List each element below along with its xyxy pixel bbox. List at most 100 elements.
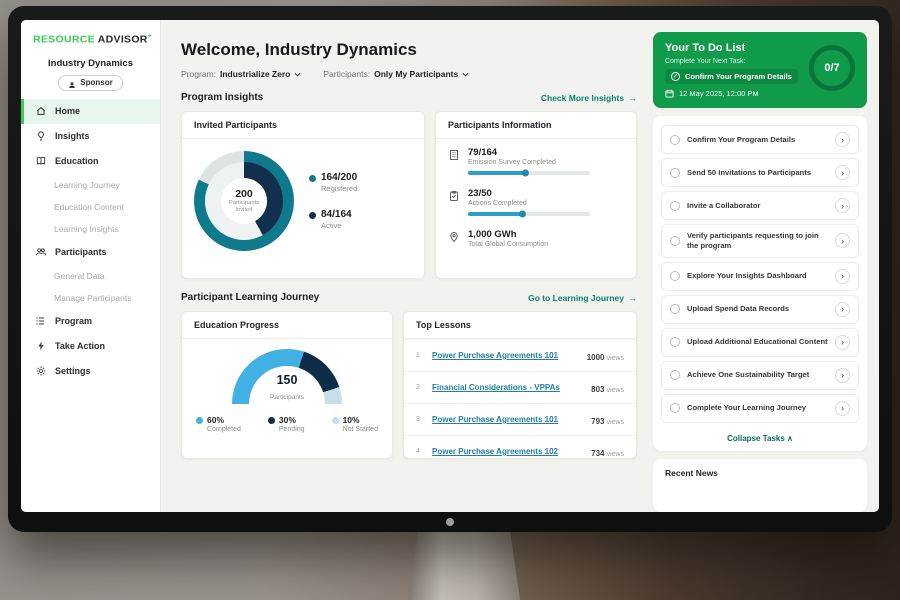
sidebar-item-general-data[interactable]: General Data: [21, 265, 160, 287]
task-checkbox[interactable]: [670, 200, 680, 211]
chevron-right-button[interactable]: ›: [835, 301, 850, 317]
task-checkbox[interactable]: [670, 304, 680, 315]
check-more-insights-link[interactable]: Check More Insights →: [541, 93, 637, 103]
sidebar-item-label: Take Action: [55, 341, 106, 351]
monitor-bezel: RESOURCE ADVISOR+ Industry Dynamics Spon…: [8, 6, 892, 532]
task-row-complete-learning-journey[interactable]: Complete Your Learning Journey ›: [661, 393, 859, 423]
task-checkbox[interactable]: [670, 403, 680, 414]
lesson-views-suffix: views: [606, 354, 624, 362]
sidebar-item-take-action[interactable]: Take Action: [21, 334, 160, 359]
bolt-icon: [35, 340, 47, 352]
arrow-right-icon: →: [628, 92, 637, 103]
donut-legend: 164/200 Registered 84/164 Active: [309, 172, 357, 230]
task-checkbox[interactable]: [670, 337, 680, 348]
task-row-confirm-program[interactable]: Confirm Your Program Details ›: [661, 125, 859, 154]
info-value: 79/164: [468, 147, 498, 158]
chevron-right-button[interactable]: ›: [835, 132, 850, 147]
legend-pct: 60%: [207, 415, 225, 425]
sidebar-item-manage-participants[interactable]: Manage Participants: [21, 287, 160, 309]
chevron-right-button[interactable]: ›: [835, 367, 850, 383]
sidebar-item-learning-journey[interactable]: Learning Journey: [21, 174, 160, 196]
section-title: Program Insights: [181, 92, 264, 103]
sidebar-item-label: Home: [55, 106, 81, 116]
section-title: Participant Learning Journey: [181, 292, 320, 303]
gauge-center: 150 Participants: [232, 373, 342, 405]
lesson-row[interactable]: 1 Power Purchase Agreements 101 1000 view…: [404, 339, 636, 371]
sidebar-item-program[interactable]: Program: [21, 309, 160, 334]
main-content: Welcome, Industry Dynamics Program: Indu…: [161, 20, 649, 512]
participants-filter[interactable]: Participants: Only My Participants: [323, 69, 469, 79]
task-checkbox[interactable]: [670, 235, 680, 246]
recent-news-title: Recent News: [665, 467, 718, 478]
lesson-row[interactable]: 4 Power Purchase Agreements 102 734 views: [404, 435, 636, 458]
lesson-link[interactable]: Power Purchase Agreements 102: [432, 447, 558, 456]
todo-progress-value: 0/7: [824, 62, 840, 74]
lesson-row[interactable]: 3 Power Purchase Agreements 101 793 views: [404, 403, 636, 435]
next-task-chip[interactable]: ✓ Confirm Your Program Details: [665, 69, 798, 84]
go-to-learning-journey-link[interactable]: Go to Learning Journey →: [528, 293, 637, 303]
chevron-right-button[interactable]: ›: [835, 165, 850, 180]
legend-label: Not Started: [342, 426, 378, 433]
todo-subtitle: Complete Your Next Task:: [665, 58, 746, 65]
progress-bar: [468, 171, 590, 175]
legend-value: 84/164: [321, 209, 352, 220]
sidebar-item-home[interactable]: Home: [21, 98, 160, 124]
sidebar-item-insights[interactable]: Insights: [21, 124, 160, 149]
program-filter[interactable]: Program: Industrialize Zero: [181, 69, 301, 79]
info-row-emission-survey: 79/164 Emission Survey Completed: [436, 139, 636, 180]
collapse-tasks-link[interactable]: Collapse Tasks ∧: [660, 427, 860, 447]
lesson-views: 803: [591, 384, 605, 394]
task-checkbox[interactable]: [670, 370, 680, 381]
chevron-right-button[interactable]: ›: [835, 334, 850, 350]
sidebar-item-label: Manage Participants: [54, 292, 132, 303]
lesson-row[interactable]: 2 Financial Considerations - VPPAs 803 vi…: [404, 371, 636, 403]
lesson-views-suffix: views: [606, 386, 624, 394]
task-row-upload-spend-data[interactable]: Upload Spend Data Records ›: [661, 294, 859, 324]
task-row-achieve-target[interactable]: Achieve One Sustainability Target ›: [661, 360, 859, 390]
info-value: 1,000 GWh: [468, 229, 517, 240]
sidebar-item-education-content[interactable]: Education Content: [21, 196, 160, 218]
sidebar-item-education[interactable]: Education: [21, 149, 160, 174]
sidebar-item-learning-insights[interactable]: Learning Insights: [21, 218, 160, 240]
participants-information-card: Participants Information 79/164 Emission…: [435, 111, 637, 279]
task-row-verify-participants[interactable]: Verify participants requesting to join t…: [661, 224, 859, 258]
task-label: Verify participants requesting to join t…: [687, 231, 819, 250]
dashboard-screen: RESOURCE ADVISOR+ Industry Dynamics Spon…: [21, 20, 879, 512]
card-title: Invited Participants: [182, 112, 424, 139]
chevron-right-button[interactable]: ›: [835, 198, 850, 213]
donut-center-value: 200: [235, 188, 253, 201]
task-checkbox[interactable]: [670, 167, 680, 178]
sponsor-badge-label: Sponsor: [80, 78, 113, 87]
chevron-right-button[interactable]: ›: [835, 268, 850, 284]
task-row-explore-insights[interactable]: Explore Your Insights Dashboard ›: [661, 261, 859, 291]
task-checkbox[interactable]: [670, 134, 680, 145]
legend-label: Registered: [321, 184, 358, 193]
invited-donut-chart: 200 Participants Invited: [194, 151, 294, 251]
task-row-upload-educational-content[interactable]: Upload Additional Educational Content ›: [661, 327, 859, 357]
chevron-right-button[interactable]: ›: [835, 233, 850, 249]
task-row-invite-collaborator[interactable]: Invite a Collaborator ›: [661, 191, 859, 220]
sponsor-badge[interactable]: Sponsor: [58, 74, 123, 91]
lesson-views-suffix: views: [606, 450, 624, 458]
task-label: Achieve One Sustainability Target: [687, 370, 810, 380]
list-icon: [35, 315, 47, 327]
lesson-link[interactable]: Power Purchase Agreements 101: [432, 351, 558, 360]
book-icon: [35, 155, 47, 167]
task-checkbox[interactable]: [670, 271, 680, 282]
task-label: Upload Additional Educational Content: [687, 337, 828, 347]
gear-icon: [35, 365, 47, 377]
donut-center-label: Participants Invited: [228, 200, 260, 213]
right-panel: Your To Do List Complete Your Next Task:…: [649, 20, 879, 512]
calendar-icon: [665, 89, 674, 98]
org-name: Industry Dynamics: [48, 57, 133, 69]
lesson-link[interactable]: Financial Considerations - VPPAs: [432, 383, 560, 392]
info-label: Actions Completed: [468, 200, 527, 207]
sidebar-item-settings[interactable]: Settings: [21, 359, 160, 384]
sidebar-item-participants[interactable]: Participants: [21, 240, 160, 265]
todo-title: Your To Do List: [665, 42, 746, 54]
lesson-rank: 2: [416, 384, 420, 391]
lesson-link[interactable]: Power Purchase Agreements 101: [432, 415, 558, 424]
chevron-right-button[interactable]: ›: [835, 400, 850, 416]
task-row-send-invitations[interactable]: Send 50 Invitations to Participants ›: [661, 158, 859, 187]
gauge-legend: 60% Completed 30% Pending 10% Not Starte…: [196, 415, 378, 433]
